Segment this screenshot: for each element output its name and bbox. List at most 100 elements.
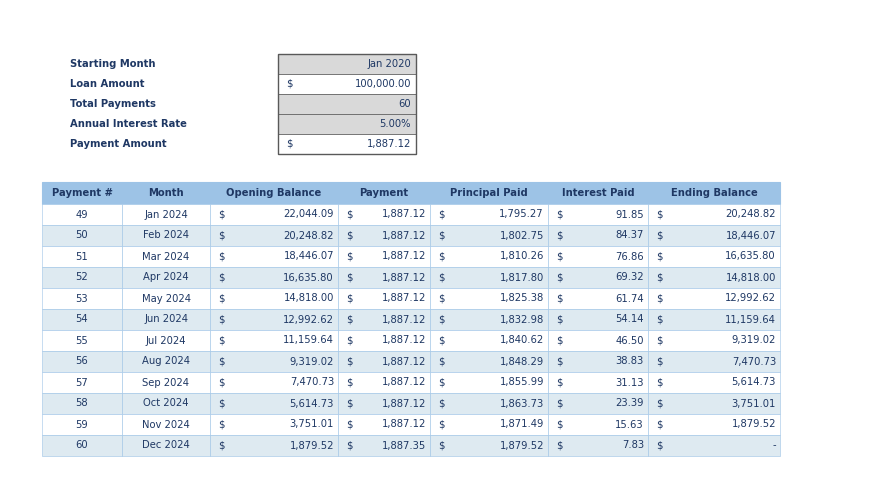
FancyBboxPatch shape (430, 309, 548, 330)
FancyBboxPatch shape (430, 351, 548, 372)
Text: 57: 57 (76, 378, 88, 388)
Text: $: $ (438, 294, 444, 303)
Text: $: $ (438, 231, 444, 241)
FancyBboxPatch shape (648, 225, 780, 246)
Text: $: $ (346, 294, 353, 303)
FancyBboxPatch shape (122, 309, 210, 330)
FancyBboxPatch shape (42, 330, 122, 351)
Text: $: $ (438, 356, 444, 366)
FancyBboxPatch shape (42, 288, 122, 309)
FancyBboxPatch shape (210, 309, 338, 330)
Text: 1,832.98: 1,832.98 (500, 314, 544, 325)
Text: $: $ (556, 273, 562, 283)
Text: 51: 51 (76, 251, 88, 261)
Text: 46.50: 46.50 (615, 336, 644, 346)
Text: 91.85: 91.85 (615, 209, 644, 219)
FancyBboxPatch shape (210, 225, 338, 246)
FancyBboxPatch shape (210, 330, 338, 351)
FancyBboxPatch shape (430, 225, 548, 246)
Text: $: $ (346, 398, 353, 408)
Text: Jun 2024: Jun 2024 (144, 314, 188, 325)
FancyBboxPatch shape (648, 414, 780, 435)
Text: Interest Paid: Interest Paid (561, 188, 634, 198)
Text: 1,825.38: 1,825.38 (500, 294, 544, 303)
Text: 3,751.01: 3,751.01 (731, 398, 776, 408)
Text: $: $ (218, 314, 224, 325)
Text: 54: 54 (76, 314, 88, 325)
Text: Annual Interest Rate: Annual Interest Rate (70, 119, 187, 129)
FancyBboxPatch shape (122, 182, 210, 204)
Text: 1,810.26: 1,810.26 (500, 251, 544, 261)
Text: 7.83: 7.83 (622, 441, 644, 450)
Text: 1,863.73: 1,863.73 (500, 398, 544, 408)
FancyBboxPatch shape (338, 414, 430, 435)
Text: 1,817.80: 1,817.80 (500, 273, 544, 283)
Text: 1,887.35: 1,887.35 (382, 441, 426, 450)
Text: Payment: Payment (359, 188, 408, 198)
Text: $: $ (346, 419, 353, 430)
Text: $: $ (346, 251, 353, 261)
Text: $: $ (438, 398, 444, 408)
Text: 59: 59 (76, 419, 88, 430)
Text: 14,818.00: 14,818.00 (726, 273, 776, 283)
Text: $: $ (556, 294, 562, 303)
FancyBboxPatch shape (648, 393, 780, 414)
Text: $: $ (438, 273, 444, 283)
Text: 1,887.12: 1,887.12 (382, 314, 426, 325)
Text: 20,248.82: 20,248.82 (283, 231, 334, 241)
FancyBboxPatch shape (548, 225, 648, 246)
FancyBboxPatch shape (210, 414, 338, 435)
Text: $: $ (218, 378, 224, 388)
Text: 100,000.00: 100,000.00 (355, 79, 411, 89)
Text: $: $ (346, 336, 353, 346)
Text: 1,887.12: 1,887.12 (382, 378, 426, 388)
Text: 7,470.73: 7,470.73 (290, 378, 334, 388)
Text: 1,879.52: 1,879.52 (290, 441, 334, 450)
Text: $: $ (556, 356, 562, 366)
FancyBboxPatch shape (648, 372, 780, 393)
Text: 50: 50 (76, 231, 88, 241)
Text: 22,044.09: 22,044.09 (283, 209, 334, 219)
FancyBboxPatch shape (42, 267, 122, 288)
Text: 1,887.12: 1,887.12 (382, 356, 426, 366)
Text: $: $ (656, 273, 663, 283)
FancyBboxPatch shape (430, 372, 548, 393)
Text: 76.86: 76.86 (615, 251, 644, 261)
FancyBboxPatch shape (210, 372, 338, 393)
Text: $: $ (218, 231, 224, 241)
Text: Starting Month: Starting Month (70, 59, 156, 69)
Text: $: $ (556, 398, 562, 408)
Text: 11,159.64: 11,159.64 (725, 314, 776, 325)
FancyBboxPatch shape (122, 204, 210, 225)
Text: $: $ (346, 273, 353, 283)
FancyBboxPatch shape (338, 330, 430, 351)
Text: $: $ (656, 441, 663, 450)
Text: $: $ (656, 209, 663, 219)
Text: $: $ (656, 419, 663, 430)
FancyBboxPatch shape (42, 204, 122, 225)
Text: 7,470.73: 7,470.73 (732, 356, 776, 366)
FancyBboxPatch shape (42, 351, 122, 372)
Text: May 2024: May 2024 (142, 294, 190, 303)
Text: 31.13: 31.13 (615, 378, 644, 388)
FancyBboxPatch shape (122, 267, 210, 288)
Text: $: $ (346, 231, 353, 241)
Text: 1,887.12: 1,887.12 (382, 251, 426, 261)
Text: 1,887.12: 1,887.12 (382, 273, 426, 283)
Text: Ending Balance: Ending Balance (671, 188, 758, 198)
Text: 20,248.82: 20,248.82 (725, 209, 776, 219)
Text: 12,992.62: 12,992.62 (283, 314, 334, 325)
Text: $: $ (556, 378, 562, 388)
Text: 56: 56 (76, 356, 88, 366)
Text: $: $ (346, 378, 353, 388)
FancyBboxPatch shape (210, 267, 338, 288)
FancyBboxPatch shape (548, 182, 648, 204)
Text: 1,802.75: 1,802.75 (500, 231, 544, 241)
FancyBboxPatch shape (278, 74, 416, 94)
Text: Apr 2024: Apr 2024 (143, 273, 189, 283)
Text: $: $ (656, 398, 663, 408)
Text: $: $ (346, 209, 353, 219)
Text: 18,446.07: 18,446.07 (725, 231, 776, 241)
FancyBboxPatch shape (210, 288, 338, 309)
Text: 1,840.62: 1,840.62 (500, 336, 544, 346)
